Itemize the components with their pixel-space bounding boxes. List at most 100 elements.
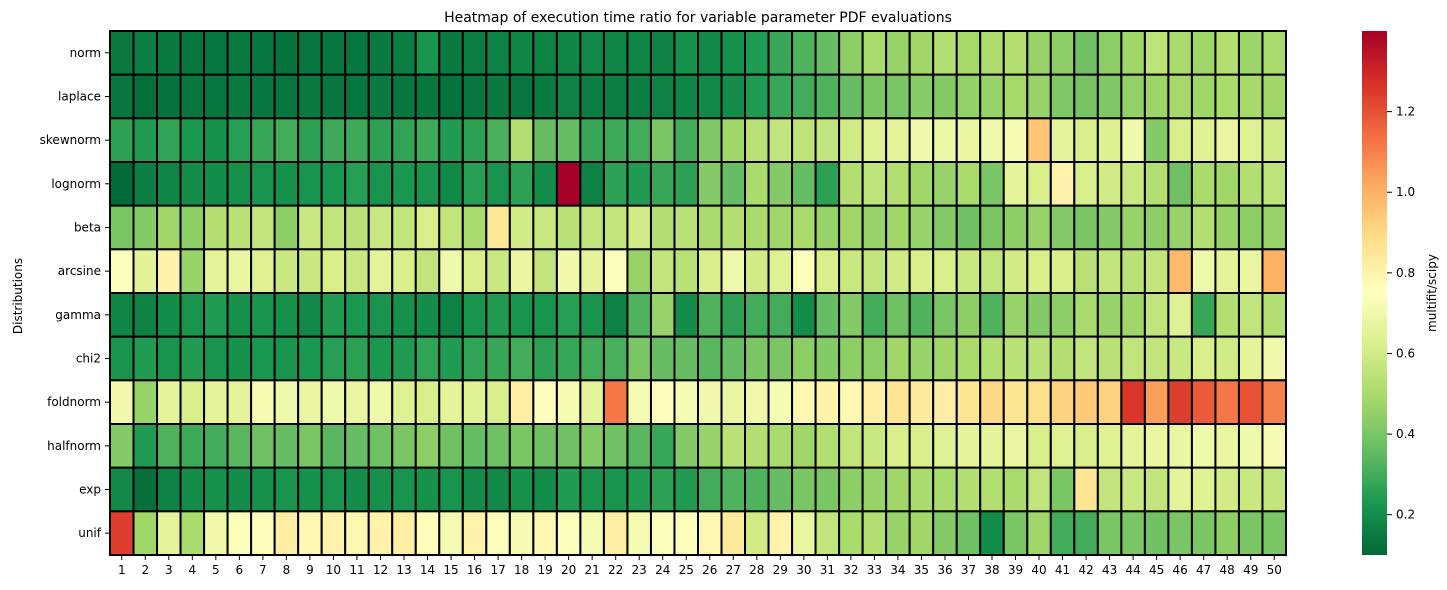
heatmap-cell bbox=[1002, 292, 1029, 338]
x-tick-label: 18 bbox=[514, 563, 529, 577]
heatmap-cell bbox=[602, 73, 629, 120]
heatmap-cell bbox=[132, 292, 159, 338]
heatmap-cell bbox=[979, 117, 1005, 163]
heatmap-cell bbox=[1261, 466, 1287, 513]
heatmap-cell bbox=[179, 161, 206, 207]
heatmap-cell bbox=[344, 248, 370, 294]
heatmap-cell bbox=[838, 510, 864, 556]
heatmap-cell bbox=[1167, 117, 1193, 163]
heatmap-cell bbox=[344, 335, 370, 382]
heatmap-cell bbox=[320, 335, 347, 382]
x-tick-label: 7 bbox=[259, 563, 267, 577]
heatmap-cell bbox=[602, 335, 629, 382]
heatmap-cell bbox=[391, 335, 417, 382]
heatmap-cell bbox=[250, 423, 276, 469]
heatmap-cell bbox=[414, 292, 441, 338]
heatmap-cell bbox=[791, 292, 817, 338]
heatmap-cell bbox=[391, 248, 417, 294]
heatmap-cell bbox=[649, 423, 676, 469]
heatmap-cell bbox=[203, 30, 229, 76]
heatmap-cell bbox=[579, 161, 605, 207]
heatmap-cell bbox=[979, 161, 1005, 207]
x-tick-label: 25 bbox=[679, 563, 694, 577]
heatmap-cell bbox=[579, 466, 605, 513]
heatmap-cell bbox=[1143, 292, 1170, 338]
y-tick-label: chi2 bbox=[76, 352, 101, 366]
heatmap-cell bbox=[297, 161, 323, 207]
heatmap-cell bbox=[1237, 204, 1264, 251]
heatmap-cell bbox=[1214, 248, 1240, 294]
heatmap-cell bbox=[1073, 248, 1099, 294]
heatmap-cell bbox=[1096, 248, 1123, 294]
heatmap-cell bbox=[461, 30, 488, 76]
heatmap-cell bbox=[602, 466, 629, 513]
heatmap-cell bbox=[461, 466, 488, 513]
x-tick-label: 35 bbox=[914, 563, 929, 577]
heatmap-cell bbox=[156, 423, 182, 469]
heatmap-cell bbox=[791, 117, 817, 163]
heatmap-cell bbox=[697, 423, 723, 469]
heatmap-cell bbox=[320, 510, 347, 556]
heatmap-cell bbox=[1096, 335, 1123, 382]
heatmap-cell bbox=[1073, 73, 1099, 120]
heatmap-cell bbox=[932, 30, 958, 76]
heatmap-cell bbox=[673, 292, 699, 338]
heatmap-cell bbox=[697, 335, 723, 382]
heatmap-cell bbox=[720, 161, 747, 207]
heatmap-cell bbox=[955, 161, 982, 207]
heatmap-cell bbox=[555, 379, 582, 425]
heatmap-cell bbox=[908, 117, 935, 163]
heatmap-cell bbox=[1096, 204, 1123, 251]
heatmap-cell bbox=[179, 292, 206, 338]
heatmap-cell bbox=[838, 30, 864, 76]
heatmap-cell bbox=[673, 248, 699, 294]
heatmap-cell bbox=[344, 292, 370, 338]
heatmap-cell bbox=[1214, 161, 1240, 207]
heatmap-cell bbox=[744, 161, 770, 207]
heatmap-cell bbox=[1190, 117, 1217, 163]
colorbar-tick-label: 1.2 bbox=[1396, 105, 1415, 119]
heatmap-cell bbox=[1143, 73, 1170, 120]
heatmap-cell bbox=[485, 466, 511, 513]
heatmap-cell bbox=[1167, 204, 1193, 251]
heatmap-cell bbox=[250, 335, 276, 382]
heatmap-cell bbox=[391, 204, 417, 251]
x-tick-label: 42 bbox=[1078, 563, 1093, 577]
heatmap-cell bbox=[626, 292, 652, 338]
heatmap-cell bbox=[179, 73, 206, 120]
heatmap-cell bbox=[955, 510, 982, 556]
heatmap-cell bbox=[1073, 335, 1099, 382]
heatmap-cell bbox=[744, 30, 770, 76]
heatmap-cell bbox=[814, 248, 841, 294]
heatmap-cell bbox=[179, 335, 206, 382]
heatmap-cell bbox=[697, 161, 723, 207]
heatmap-cell bbox=[508, 466, 535, 513]
heatmap-cell bbox=[532, 423, 558, 469]
heatmap-cell bbox=[179, 117, 206, 163]
heatmap-cell bbox=[1049, 117, 1076, 163]
heatmap-cell bbox=[1026, 117, 1052, 163]
heatmap-cell bbox=[885, 204, 911, 251]
heatmap-cell bbox=[791, 379, 817, 425]
heatmap-cell bbox=[932, 117, 958, 163]
heatmap-cell bbox=[344, 510, 370, 556]
heatmap-cell bbox=[320, 466, 347, 513]
heatmap-cell bbox=[297, 510, 323, 556]
x-tick-label: 34 bbox=[890, 563, 905, 577]
heatmap-cell bbox=[344, 30, 370, 76]
heatmap-cell bbox=[226, 248, 253, 294]
x-tick-label: 2 bbox=[141, 563, 149, 577]
heatmap-cell bbox=[203, 248, 229, 294]
heatmap-cell bbox=[508, 204, 535, 251]
heatmap-cell bbox=[485, 204, 511, 251]
heatmap-cell bbox=[391, 292, 417, 338]
heatmap-cell bbox=[273, 335, 300, 382]
heatmap-cell bbox=[767, 466, 794, 513]
heatmap-cell bbox=[156, 161, 182, 207]
heatmap-cell bbox=[1002, 335, 1029, 382]
heatmap-cell bbox=[297, 248, 323, 294]
heatmap-cell bbox=[1049, 161, 1076, 207]
heatmap-cell bbox=[1237, 335, 1264, 382]
heatmap-cell bbox=[1026, 510, 1052, 556]
heatmap-cell bbox=[438, 335, 464, 382]
